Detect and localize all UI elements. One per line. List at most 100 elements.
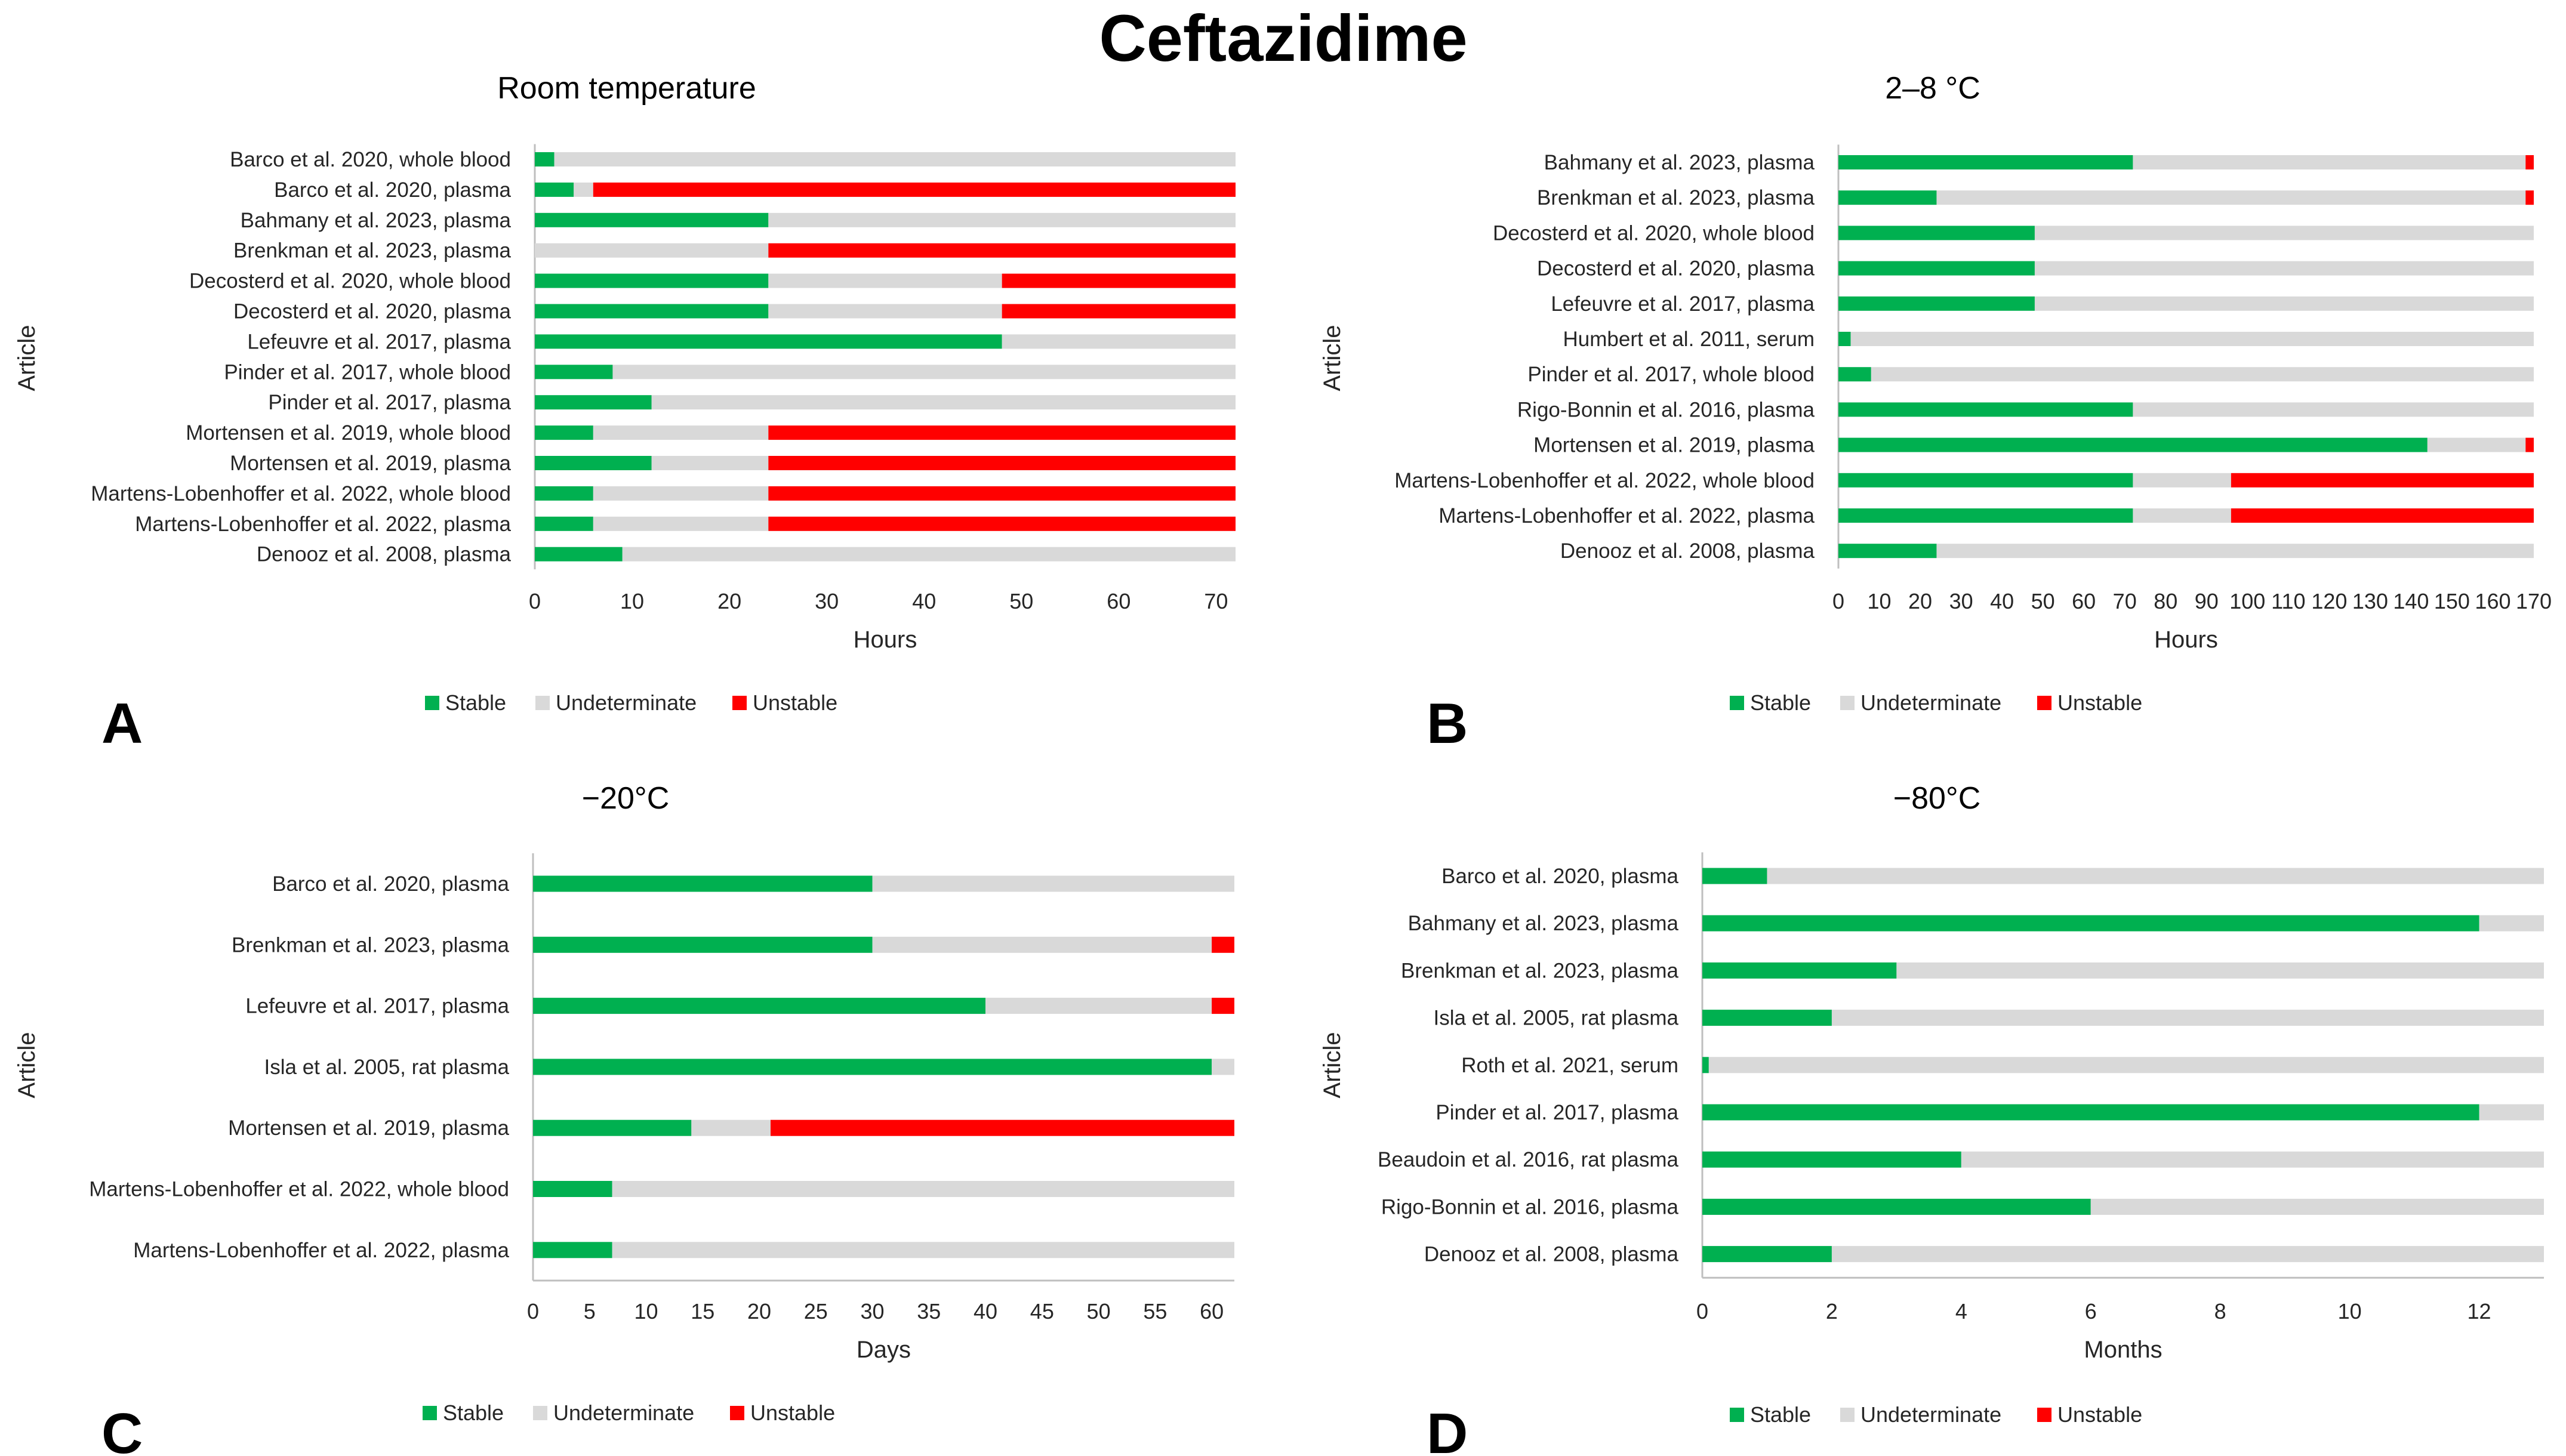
legend-label-unstable-a: Unstable <box>753 690 837 715</box>
bar-b-5-stable <box>1838 332 1851 346</box>
category-label-b-6: Pinder et al. 2017, whole blood <box>1527 363 1815 386</box>
bar-c-4-undeterminate <box>691 1119 771 1136</box>
bar-a-12-stable <box>535 516 593 531</box>
legend-swatch-undeterminate-a <box>535 696 550 710</box>
panel-letter-b: B <box>1427 692 1468 755</box>
x-tick-label-c-25: 25 <box>804 1299 828 1324</box>
x-tick-label-b-130: 130 <box>2352 589 2388 613</box>
bar-d-0-undeterminate <box>1767 868 2544 884</box>
bar-d-8-stable <box>1702 1246 1832 1263</box>
legend-swatch-stable-a <box>425 696 439 710</box>
bar-a-12-unstable <box>768 516 1236 531</box>
legend-label-undeterminate-b: Undeterminate <box>1860 690 2001 715</box>
x-tick-label-c-10: 10 <box>634 1299 658 1324</box>
category-label-a-7: Pinder et al. 2017, whole blood <box>224 360 511 384</box>
bar-b-9-unstable <box>2231 473 2534 488</box>
category-label-d-4: Roth et al. 2021, serum <box>1461 1054 1678 1077</box>
x-tick-label-a-60: 60 <box>1107 589 1130 613</box>
category-label-d-1: Bahmany et al. 2023, plasma <box>1408 912 1679 935</box>
bar-c-6-stable <box>533 1242 612 1258</box>
bar-d-3-stable <box>1702 1010 1832 1026</box>
bar-d-4-undeterminate <box>1708 1057 2544 1074</box>
legend-swatch-unstable-d <box>2037 1408 2051 1422</box>
panel-title-c: −20°C <box>582 781 670 816</box>
x-tick-label-b-30: 30 <box>1949 589 1973 613</box>
bar-b-8-unstable <box>2525 437 2534 452</box>
panel-letter-a: A <box>101 692 143 755</box>
bar-c-2-unstable <box>1212 998 1234 1014</box>
category-label-a-6: Lefeuvre et al. 2017, plasma <box>247 330 511 353</box>
x-tick-label-a-10: 10 <box>620 589 644 613</box>
category-label-d-0: Barco et al. 2020, plasma <box>1441 865 1678 888</box>
category-label-a-11: Martens-Lobenhoffer et al. 2022, whole b… <box>91 482 511 505</box>
category-label-a-12: Martens-Lobenhoffer et al. 2022, plasma <box>135 513 511 536</box>
bar-a-4-undeterminate <box>768 273 1002 288</box>
x-tick-label-a-30: 30 <box>815 589 839 613</box>
bar-a-13-stable <box>535 547 623 562</box>
bar-b-8-undeterminate <box>2427 437 2526 452</box>
bar-d-0-stable <box>1702 868 1767 884</box>
category-label-b-4: Lefeuvre et al. 2017, plasma <box>1551 292 1815 316</box>
bar-d-5-undeterminate <box>2479 1104 2544 1121</box>
bar-b-0-stable <box>1838 155 2133 169</box>
bar-a-9-stable <box>535 425 593 440</box>
bar-b-2-stable <box>1838 226 2035 240</box>
x-tick-label-b-150: 150 <box>2434 589 2470 613</box>
category-label-a-10: Mortensen et al. 2019, plasma <box>230 452 511 475</box>
bar-b-2-undeterminate <box>2034 226 2534 240</box>
category-label-d-3: Isla et al. 2005, rat plasma <box>1434 1007 1679 1030</box>
legend-swatch-unstable-a <box>732 696 747 710</box>
y-axis-label-d: Article <box>1319 1032 1345 1098</box>
bar-b-6-stable <box>1838 367 1871 382</box>
chart-panel-d: −80°C Barco et al. 2020, plasma Bahmany et… <box>1319 781 2544 1456</box>
bar-c-0-undeterminate <box>872 875 1234 892</box>
x-tick-label-c-15: 15 <box>691 1299 714 1324</box>
x-tick-label-d-0: 0 <box>1696 1299 1708 1324</box>
bar-a-9-undeterminate <box>593 425 769 440</box>
category-label-b-5: Humbert et al. 2011, serum <box>1563 328 1815 351</box>
panel-title-b: 2–8 °C <box>1885 71 1980 106</box>
category-label-a-9: Mortensen et al. 2019, whole blood <box>186 421 511 445</box>
x-tick-label-c-35: 35 <box>917 1299 941 1324</box>
x-tick-label-a-70: 70 <box>1204 589 1228 613</box>
bar-a-4-unstable <box>1002 273 1236 288</box>
x-tick-label-b-40: 40 <box>1990 589 2014 613</box>
bar-a-1-unstable <box>593 182 1236 197</box>
category-label-a-2: Bahmany et al. 2023, plasma <box>241 209 512 232</box>
x-tick-label-c-0: 0 <box>527 1299 539 1324</box>
legend-label-undeterminate-c: Undeterminate <box>553 1401 694 1425</box>
legend-swatch-undeterminate-b <box>1840 696 1855 710</box>
category-label-a-0: Barco et al. 2020, whole blood <box>230 148 511 171</box>
legend-label-stable-b: Stable <box>1750 690 1811 715</box>
bar-b-11-undeterminate <box>1936 544 2534 559</box>
category-label-a-5: Decosterd et al. 2020, plasma <box>233 300 512 323</box>
category-label-c-6: Martens-Lobenhoffer et al. 2022, plasma <box>133 1239 509 1262</box>
x-tick-label-c-45: 45 <box>1030 1299 1054 1324</box>
bar-a-0-undeterminate <box>554 152 1236 166</box>
x-tick-label-c-5: 5 <box>584 1299 596 1324</box>
x-tick-label-b-70: 70 <box>2113 589 2137 613</box>
bar-a-1-stable <box>535 182 574 197</box>
chart-panel-c: −20°C Barco et al. 2020, plasma Brenkman e… <box>14 781 1234 1456</box>
bar-a-6-undeterminate <box>1002 334 1236 349</box>
x-tick-label-c-40: 40 <box>974 1299 997 1324</box>
bar-c-5-undeterminate <box>612 1181 1234 1197</box>
x-tick-label-c-30: 30 <box>861 1299 885 1324</box>
y-axis-label-b: Article <box>1319 325 1345 391</box>
bar-b-0-unstable <box>2525 155 2534 169</box>
bar-c-2-undeterminate <box>985 998 1212 1014</box>
x-tick-label-d-10: 10 <box>2338 1299 2362 1324</box>
category-label-b-2: Decosterd et al. 2020, whole blood <box>1493 221 1815 245</box>
category-label-d-8: Denooz et al. 2008, plasma <box>1424 1243 1679 1266</box>
bar-a-9-unstable <box>768 425 1236 440</box>
category-label-b-9: Martens-Lobenhoffer et al. 2022, whole b… <box>1394 469 1815 492</box>
category-label-d-2: Brenkman et al. 2023, plasma <box>1401 959 1679 982</box>
bar-c-3-stable <box>533 1059 1212 1075</box>
panel-title-d: −80°C <box>1893 781 1981 816</box>
bar-a-3-unstable <box>768 243 1236 258</box>
legend-label-unstable-d: Unstable <box>2057 1402 2142 1427</box>
category-label-a-13: Denooz et al. 2008, plasma <box>257 543 512 566</box>
bar-c-1-stable <box>533 936 873 953</box>
bar-d-1-undeterminate <box>2479 915 2544 931</box>
